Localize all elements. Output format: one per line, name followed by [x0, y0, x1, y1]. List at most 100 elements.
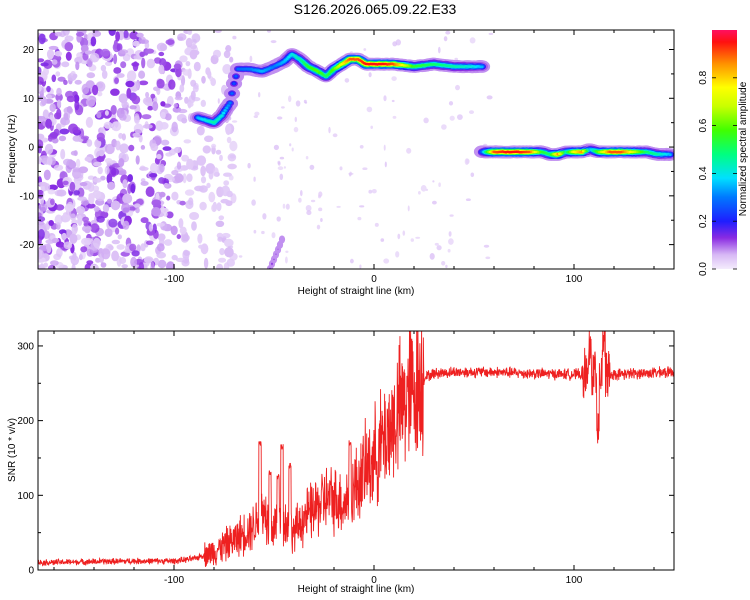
noise-speckle: [64, 42, 74, 52]
noise-speckle: [187, 30, 193, 35]
noise-speckle: [92, 190, 102, 199]
noise-speckle: [38, 58, 45, 63]
faint-speckle: [271, 232, 276, 239]
noise-speckle: [61, 215, 68, 223]
faint-speckle: [436, 245, 442, 251]
noise-speckle: [115, 31, 120, 42]
noise-speckle: [171, 170, 179, 176]
faint-speckle: [306, 210, 312, 216]
noise-speckle: [59, 128, 70, 135]
noise-speckle: [63, 241, 73, 250]
noise-speckle: [174, 96, 183, 101]
faint-speckle: [291, 147, 294, 152]
noise-speckle: [100, 175, 106, 181]
noise-speckle: [140, 181, 149, 186]
faint-speckle: [305, 205, 312, 212]
noise-speckle: [115, 227, 120, 235]
noise-speckle: [121, 133, 126, 141]
noise-speckle: [61, 232, 67, 241]
faint-speckle: [228, 245, 234, 249]
colorbar-tick-label: 0.4: [698, 166, 709, 180]
noise-speckle: [57, 99, 62, 109]
noise-speckle: [123, 30, 129, 39]
noise-speckle: [193, 61, 201, 72]
noise-speckle: [223, 50, 231, 59]
noise-speckle: [86, 260, 94, 265]
noise-speckle: [171, 254, 178, 261]
y-tick-label: 300: [17, 341, 34, 352]
track-cell: [222, 111, 226, 115]
noise-speckle: [160, 111, 166, 119]
track-cell: [480, 65, 484, 69]
noise-speckle: [150, 261, 155, 269]
noise-speckle: [60, 148, 66, 160]
faint-speckle: [217, 98, 220, 104]
faint-speckle: [380, 238, 385, 242]
noise-speckle: [85, 97, 96, 108]
noise-speckle: [38, 156, 42, 165]
noise-speckle: [64, 204, 75, 212]
track-cell: [223, 109, 227, 112]
colorbar: 0.0 0.2 0.4 0.6 0.8 Normalized spectral ampl…: [698, 30, 749, 276]
faint-speckle: [344, 78, 350, 83]
noise-speckle: [69, 181, 76, 192]
noise-speckle: [173, 103, 178, 108]
faint-speckle: [441, 261, 446, 266]
noise-speckle: [219, 248, 225, 256]
noise-speckle: [225, 124, 232, 136]
noise-speckle: [157, 259, 167, 269]
faint-speckle: [261, 230, 265, 235]
noise-speckle: [173, 63, 182, 70]
noise-speckle: [62, 180, 69, 186]
noise-speckle: [162, 146, 172, 151]
noise-speckle: [96, 132, 105, 142]
noise-speckle: [63, 79, 68, 85]
noise-speckle: [200, 176, 207, 184]
faint-speckle: [454, 57, 459, 61]
noise-speckle: [200, 99, 206, 107]
noise-speckle: [224, 238, 234, 248]
faint-speckle: [359, 205, 365, 208]
noise-speckle: [38, 212, 42, 218]
noise-speckle: [132, 61, 139, 72]
noise-speckle: [197, 233, 203, 244]
noise-speckle: [108, 218, 118, 228]
faint-speckle: [276, 216, 281, 222]
noise-speckle: [104, 165, 110, 175]
faint-speckle: [391, 76, 397, 81]
noise-speckle: [181, 259, 190, 267]
noise-speckle: [174, 146, 182, 154]
noise-speckle: [105, 61, 112, 66]
noise-speckle: [186, 158, 194, 170]
faint-speckle: [249, 55, 253, 62]
faint-speckle: [432, 180, 435, 183]
noise-speckle: [185, 200, 194, 210]
noise-speckle: [43, 169, 51, 181]
faint-speckle: [448, 101, 454, 106]
noise-speckle: [46, 156, 53, 166]
noise-speckle: [113, 67, 122, 74]
noise-speckle: [46, 94, 52, 99]
noise-speckle: [216, 263, 224, 269]
noise-speckle: [75, 31, 85, 37]
faint-speckle: [254, 111, 260, 116]
noise-speckle: [153, 57, 162, 64]
faint-speckle: [383, 258, 390, 264]
noise-speckle: [56, 248, 63, 258]
noise-speckle: [229, 154, 236, 159]
noise-speckle: [118, 132, 123, 139]
noise-speckle: [224, 247, 234, 258]
faint-speckle: [449, 115, 455, 121]
faint-speckle: [363, 48, 367, 51]
noise-speckle: [122, 179, 128, 189]
noise-speckle: [220, 185, 231, 197]
noise-speckle: [185, 61, 191, 67]
noise-speckle: [100, 64, 107, 72]
noise-speckle: [121, 202, 131, 214]
noise-speckle: [138, 70, 146, 79]
noise-speckle: [143, 256, 154, 264]
noise-speckle: [125, 80, 135, 88]
noise-speckle: [186, 173, 193, 182]
noise-speckle: [83, 220, 89, 227]
noise-speckle: [159, 191, 166, 198]
